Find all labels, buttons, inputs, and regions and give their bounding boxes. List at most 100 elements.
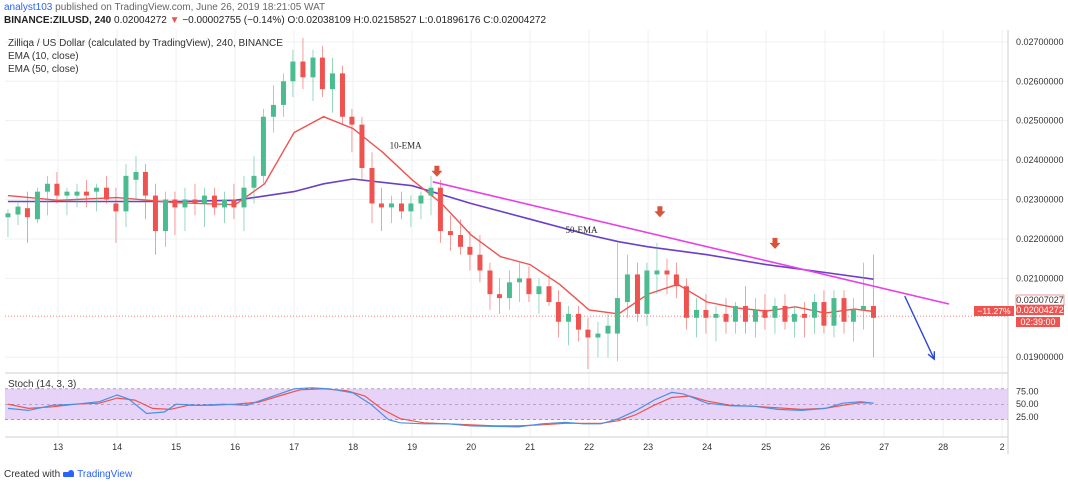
candle-48	[477, 235, 483, 283]
chart-header: analyst103 published on TradingView.com,…	[0, 0, 1068, 30]
candle-body	[280, 81, 286, 105]
chart-title: Zilliqa / US Dollar (calculated by Tradi…	[8, 38, 283, 49]
candle-body	[654, 270, 660, 275]
candle-34	[339, 65, 345, 125]
candle-body	[211, 195, 217, 208]
candle-body	[103, 187, 109, 200]
candle-36	[359, 116, 365, 180]
candle-body	[74, 191, 80, 196]
candle-body	[506, 282, 512, 299]
stoch-k-line	[7, 387, 874, 428]
countdown-label: 02:39:00	[1020, 317, 1055, 327]
time-tick-16: 16	[230, 442, 240, 452]
candle-body	[742, 305, 748, 322]
candle-body	[546, 286, 552, 303]
candle-32	[319, 45, 325, 98]
price-scale[interactable]: 0.02700000 0.02600000 0.02500000 0.02400000…	[1016, 37, 1064, 422]
candle-body	[152, 195, 158, 232]
candle-body	[791, 313, 797, 322]
candle-26	[260, 108, 266, 184]
candle-18	[182, 187, 188, 232]
candle-2	[24, 191, 30, 243]
legend-ema10: EMA (10, close)	[8, 51, 79, 62]
candle-53	[526, 266, 532, 303]
candle-body	[772, 305, 778, 318]
time-tick-14: 14	[112, 442, 122, 452]
candle-body	[162, 199, 168, 232]
candle-78	[772, 298, 778, 334]
candle-body	[870, 305, 876, 318]
price-tick-5: 0.02200000	[1016, 234, 1064, 244]
candle-body	[487, 270, 493, 295]
price-change: −0.00002755 (−0.14%)	[182, 15, 285, 26]
candle-body	[142, 171, 148, 196]
time-scale[interactable]: 13 14 15 16 17 18 19 20 21 22 23 24 25 26 27 28 2	[53, 442, 1005, 452]
candle-19	[192, 183, 198, 216]
candle-61	[605, 313, 611, 358]
candle-body	[54, 183, 60, 196]
candle-body	[723, 313, 729, 322]
candle-body	[133, 171, 139, 180]
candle-37	[369, 152, 375, 224]
candle-body	[732, 305, 738, 322]
candle-44	[437, 179, 443, 243]
candle-35	[349, 108, 355, 153]
symbol-label: BINANCE:ZILUSD, 240	[4, 15, 112, 26]
candle-16	[162, 191, 168, 247]
price-tick-2: 0.02500000	[1016, 116, 1064, 126]
candle-1	[15, 201, 21, 226]
time-tick-19: 19	[407, 442, 417, 452]
candle-69	[683, 278, 689, 330]
price-tick-7: 0.01900000	[1016, 352, 1064, 362]
candle-body	[329, 73, 335, 90]
forecast-arrow-line	[904, 295, 935, 360]
candle-46	[457, 219, 463, 255]
candle-body	[673, 274, 679, 287]
time-tick-2: 2	[1000, 442, 1005, 452]
candle-body	[614, 298, 620, 334]
candle-47	[467, 231, 473, 271]
candle-body	[536, 286, 542, 295]
candle-body	[713, 313, 719, 318]
price-tick-0: 0.02700000	[1016, 37, 1064, 47]
candle-body	[595, 333, 601, 338]
candle-body	[860, 305, 866, 310]
candle-64	[634, 262, 640, 322]
candle-49	[487, 262, 493, 310]
candle-9	[93, 183, 99, 212]
price-chart[interactable]: 10-EMA 50-EMA 0.02700000 0.02600000 0.02500…	[0, 30, 1068, 466]
grid	[5, 30, 1008, 437]
candle-body	[526, 278, 532, 295]
candle-0	[5, 209, 11, 237]
candle-20	[201, 187, 207, 228]
candle-50	[496, 278, 502, 314]
down-arrow-marker-2	[769, 237, 781, 249]
countdown-tag: 02:39:00	[1016, 317, 1060, 327]
price-tick-4: 0.02300000	[1016, 195, 1064, 205]
candle-body	[83, 191, 89, 196]
publish-text: published on TradingView.com, June 26, 2…	[52, 2, 326, 13]
candle-33	[329, 57, 335, 113]
legend-ema50: EMA (50, close)	[8, 64, 79, 75]
candle-body	[231, 199, 237, 208]
candle-body	[93, 187, 99, 192]
candle-body	[634, 274, 640, 314]
tradingview-link[interactable]: TradingView	[77, 469, 133, 480]
candle-body	[418, 195, 424, 204]
candle-66	[654, 242, 660, 295]
candle-84	[831, 290, 837, 338]
candle-7	[74, 183, 80, 208]
time-tick-25: 25	[761, 442, 771, 452]
candle-55	[546, 274, 552, 306]
candle-body	[782, 305, 788, 322]
candle-body	[477, 254, 483, 271]
time-tick-18: 18	[348, 442, 358, 452]
author-link[interactable]: analyst103	[4, 2, 53, 13]
candle-70	[693, 298, 699, 338]
candle-body	[359, 124, 365, 168]
stoch-lines	[7, 387, 874, 428]
candle-29	[290, 49, 296, 98]
footer: Created with TradingView	[0, 466, 1068, 487]
candle-body	[605, 325, 611, 334]
candle-71	[703, 294, 709, 334]
